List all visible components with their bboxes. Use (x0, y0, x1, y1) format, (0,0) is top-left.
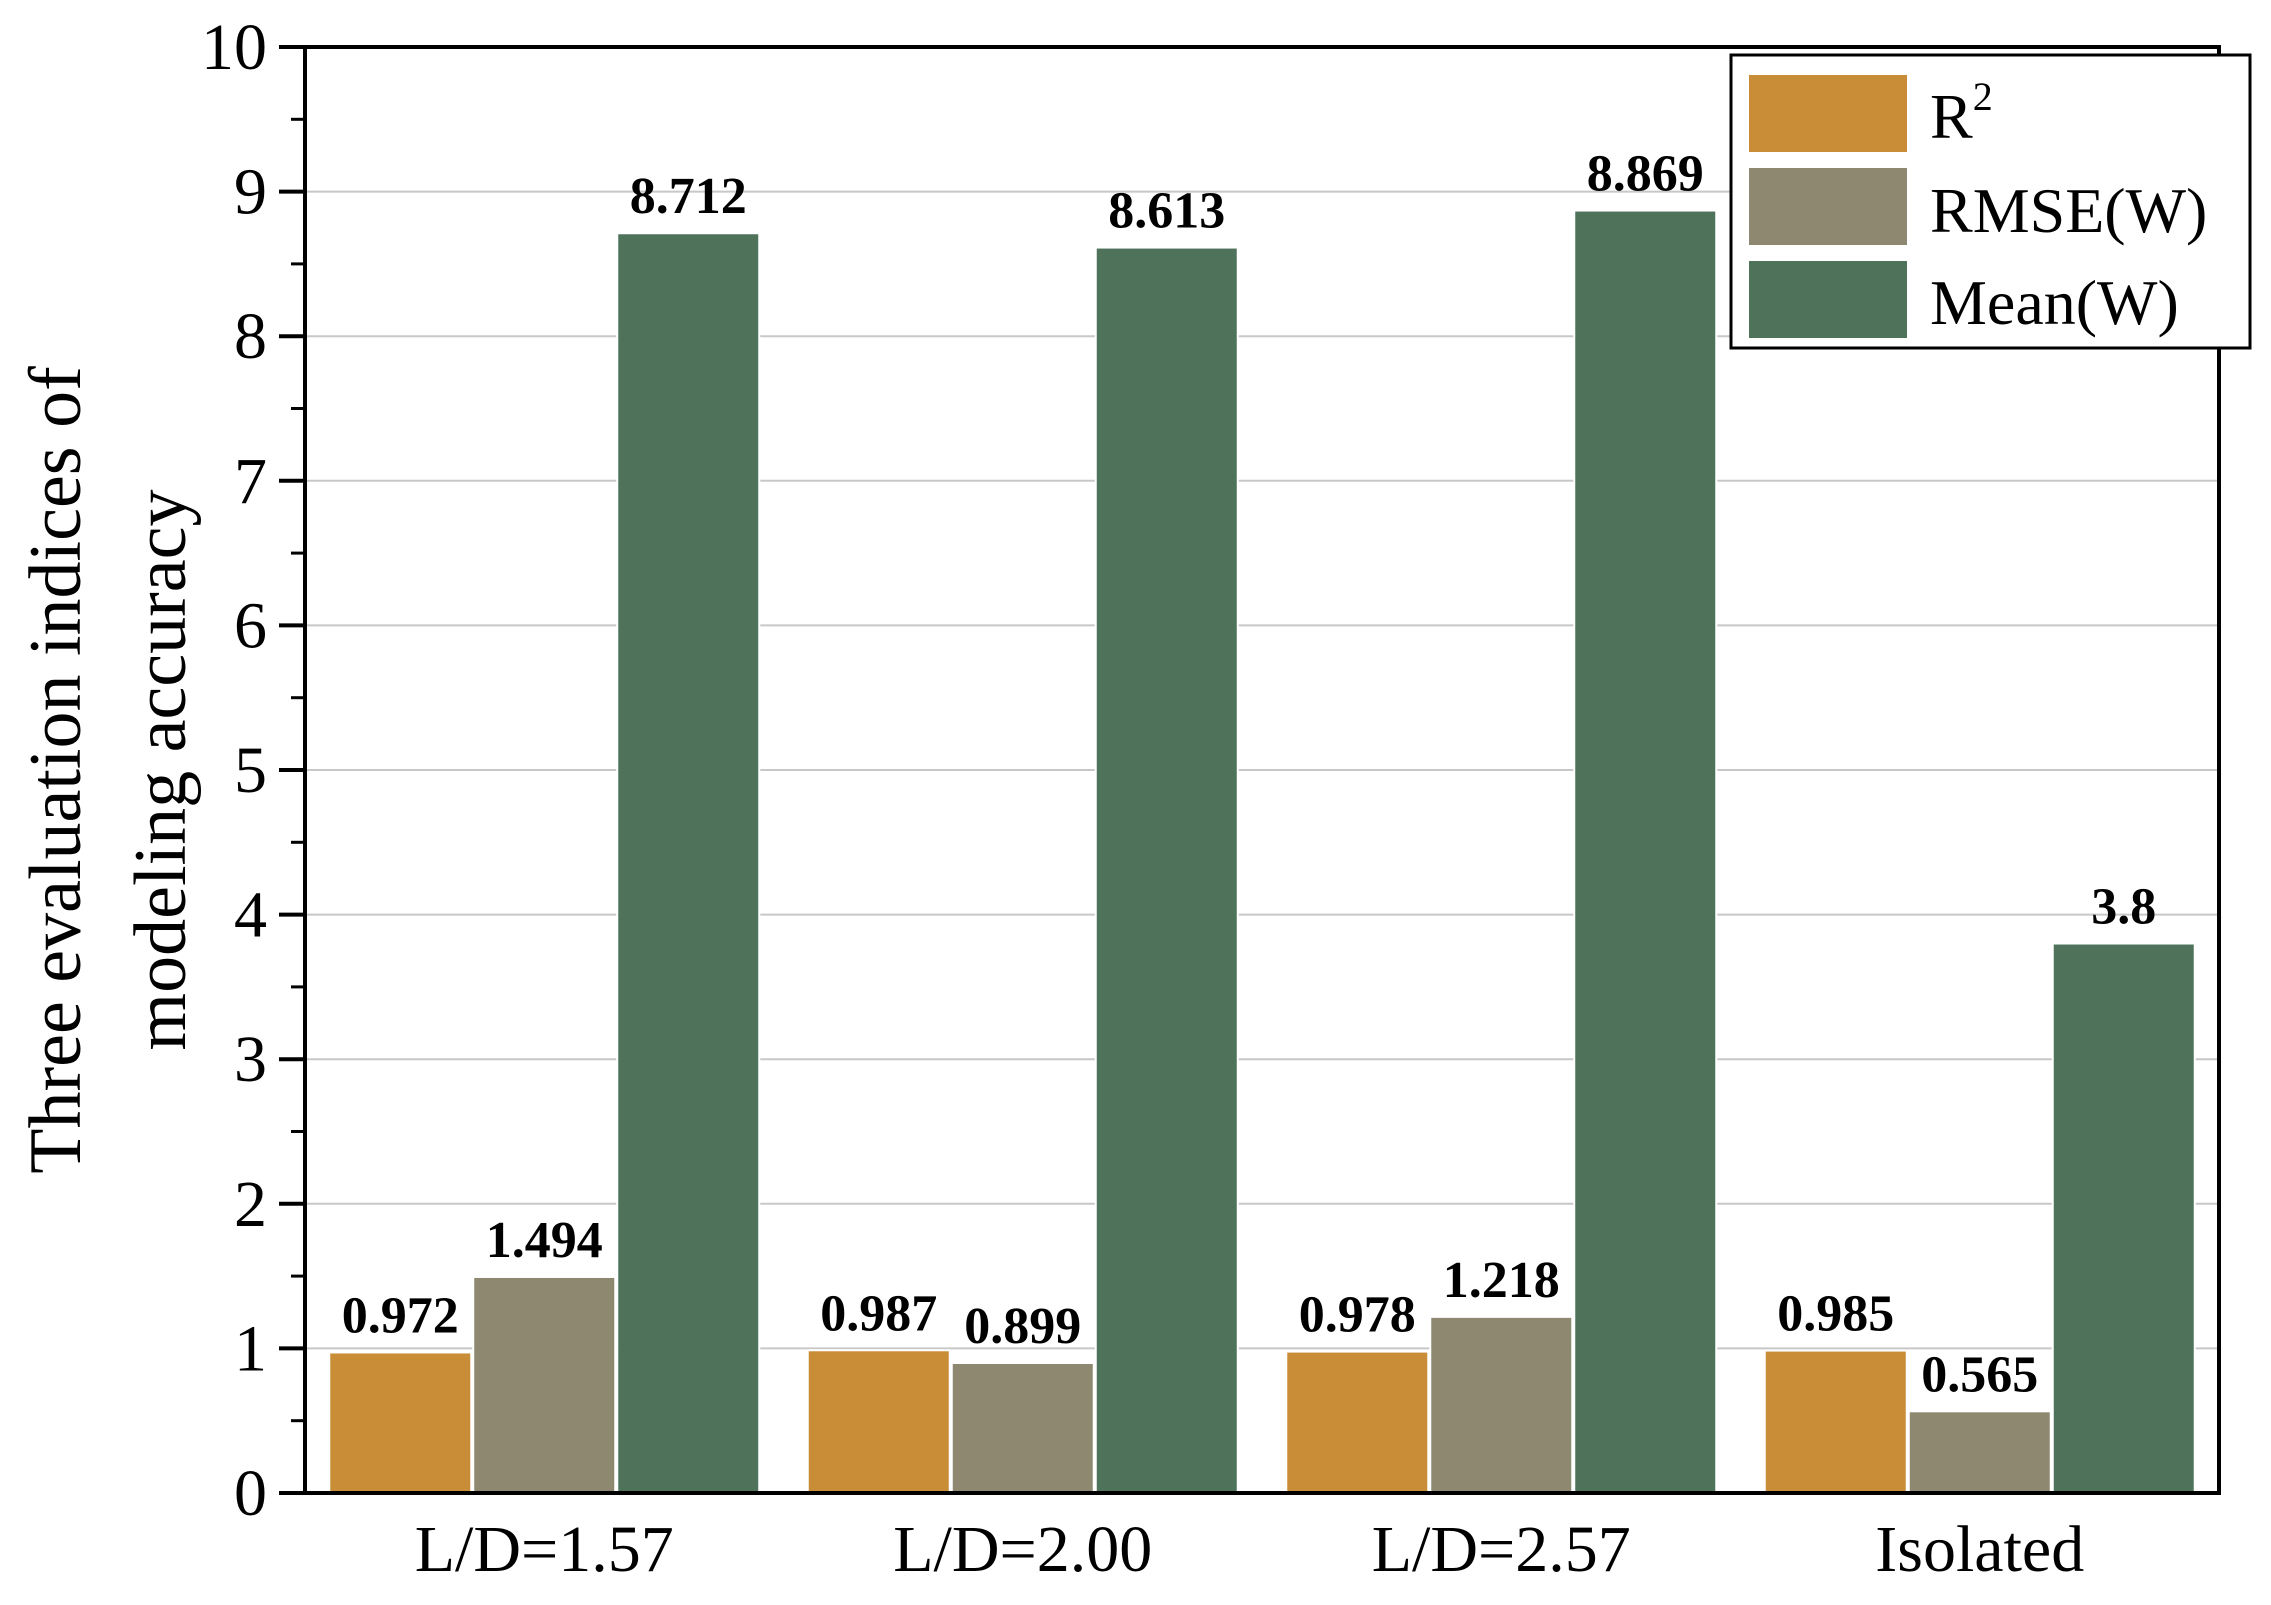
legend-swatch-rmse (1747, 166, 1909, 247)
y-tick-label: 10 (201, 11, 267, 84)
data-label: 1.494 (486, 1212, 603, 1269)
y-tick-label: 9 (234, 156, 267, 229)
data-label: 0.987 (820, 1285, 937, 1342)
data-label: 8.869 (1587, 146, 1704, 203)
bar-rmse-w-2 (950, 1362, 1095, 1495)
y-tick-label: 4 (234, 879, 267, 952)
bar-rmse-w-1 (472, 1275, 617, 1495)
data-label: 8.613 (1108, 183, 1225, 240)
bar-r-2 (806, 1349, 951, 1494)
bar-r-1 (328, 1351, 473, 1495)
x-tick-label: L/D=1.57 (415, 1513, 674, 1586)
y-tick-label: 7 (234, 445, 267, 518)
legend-swatch-r2 (1747, 73, 1909, 154)
bar-mean-w-4 (2051, 942, 2196, 1494)
y-tick-label: 5 (234, 734, 267, 807)
y-tick-label: 3 (234, 1023, 267, 1096)
bars (328, 209, 2196, 1495)
bar-mean-w-2 (1094, 246, 1239, 1495)
legend: R2 RMSE(W) Mean(W) (1729, 53, 2252, 350)
data-label: 0.978 (1299, 1287, 1416, 1344)
y-tick-label: 6 (234, 589, 267, 662)
bar-rmse-w-3 (1429, 1315, 1574, 1494)
legend-swatch-mean (1747, 259, 1909, 340)
data-label: 8.712 (630, 168, 747, 225)
y-axis-title-line-1: Three evaluation indices of (15, 366, 97, 1174)
y-axis-title: Three evaluation indices of modeling acc… (15, 366, 202, 1174)
legend-label-r2: R2 (1930, 74, 1993, 152)
data-label: 3.8 (2091, 879, 2156, 936)
legend-label-rmse: RMSE(W) (1930, 175, 2207, 246)
data-labels: 0.972 1.494 8.712 0.987 0.899 8.613 0.978 1.218… (342, 146, 2157, 1404)
bar-r-3 (1285, 1350, 1430, 1494)
y-tick-label: 1 (234, 1312, 267, 1385)
bar-rmse-w-4 (1907, 1410, 2052, 1495)
x-tick-label: L/D=2.00 (893, 1513, 1152, 1586)
y-axis-ticks: 0 1 2 3 4 5 6 7 8 9 10 (201, 11, 305, 1530)
x-axis-labels: L/D=1.57 L/D=2.00 L/D=2.57 Isolated (415, 1513, 2084, 1586)
x-tick-label: L/D=2.57 (1372, 1513, 1631, 1586)
y-tick-label: 0 (234, 1457, 267, 1530)
data-label: 0.972 (342, 1287, 459, 1344)
bar-r-4 (1763, 1349, 1908, 1494)
x-tick-label: Isolated (1875, 1513, 2084, 1586)
bar-mean-w-1 (616, 232, 761, 1495)
y-axis-title-line-2: modeling accuracy (120, 490, 202, 1051)
y-tick-label: 2 (234, 1168, 267, 1241)
legend-label-mean: Mean(W) (1930, 267, 2179, 338)
data-label: 0.985 (1777, 1286, 1894, 1343)
data-label: 1.218 (1443, 1252, 1560, 1309)
bar-mean-w-3 (1573, 209, 1718, 1494)
y-tick-label: 8 (234, 300, 267, 373)
data-label: 0.899 (964, 1298, 1081, 1355)
data-label: 0.565 (1921, 1346, 2038, 1403)
